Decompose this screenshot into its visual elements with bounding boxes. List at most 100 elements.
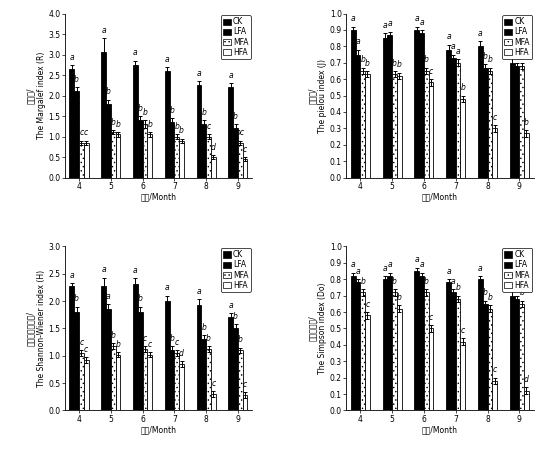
Bar xyxy=(510,63,515,178)
Text: a: a xyxy=(165,283,170,292)
Bar xyxy=(138,120,143,178)
Text: a: a xyxy=(388,19,392,28)
Text: b: b xyxy=(110,118,115,127)
Bar xyxy=(356,282,361,410)
Bar xyxy=(356,55,361,178)
Bar xyxy=(165,71,170,178)
Text: a: a xyxy=(383,21,388,30)
X-axis label: 月份/Month: 月份/Month xyxy=(422,425,458,434)
Text: b: b xyxy=(179,126,184,135)
Text: c: c xyxy=(211,379,216,388)
Text: a: a xyxy=(510,46,514,55)
Text: c: c xyxy=(79,338,84,347)
X-axis label: 月份/Month: 月份/Month xyxy=(141,425,176,434)
Bar xyxy=(238,350,243,410)
Text: c: c xyxy=(365,300,370,309)
Bar xyxy=(510,295,515,410)
Text: a: a xyxy=(451,42,455,51)
Text: a: a xyxy=(106,291,110,300)
Bar xyxy=(392,74,397,178)
Bar xyxy=(388,35,392,178)
Y-axis label: 实富多样性/
The Simpson index (Do): 实富多样性/ The Simpson index (Do) xyxy=(308,283,327,374)
Text: b: b xyxy=(170,106,175,115)
Bar xyxy=(383,38,388,178)
Text: c: c xyxy=(461,326,465,335)
Bar xyxy=(392,292,397,410)
Bar xyxy=(70,286,74,410)
Bar xyxy=(483,68,487,178)
Bar xyxy=(106,104,111,178)
Bar xyxy=(233,328,238,410)
Bar xyxy=(519,304,524,410)
Text: b: b xyxy=(360,277,365,286)
Text: c: c xyxy=(143,334,147,343)
Text: b: b xyxy=(138,294,143,303)
Bar xyxy=(206,137,211,178)
Bar xyxy=(233,129,238,178)
Bar xyxy=(446,282,451,410)
Text: b: b xyxy=(392,59,397,68)
Text: D: D xyxy=(520,250,530,262)
Text: b: b xyxy=(233,312,238,321)
Bar xyxy=(101,286,106,410)
Text: B: B xyxy=(520,17,530,30)
Bar xyxy=(460,341,465,410)
Text: c: c xyxy=(243,380,247,389)
Bar xyxy=(79,143,84,178)
Legend: CK, LFA, MFA, HFA: CK, LFA, MFA, HFA xyxy=(502,248,532,292)
Text: c: c xyxy=(175,338,179,347)
Bar xyxy=(429,328,433,410)
Bar xyxy=(446,50,451,178)
Text: a: a xyxy=(451,277,455,286)
Bar xyxy=(524,133,529,178)
Text: c: c xyxy=(206,122,211,131)
Bar xyxy=(229,318,233,410)
Bar xyxy=(361,71,365,178)
Bar xyxy=(478,279,483,410)
Bar xyxy=(455,63,460,178)
Text: b: b xyxy=(170,334,175,343)
Bar xyxy=(84,143,88,178)
Text: a: a xyxy=(101,265,106,274)
Text: b: b xyxy=(74,294,79,303)
Bar xyxy=(143,349,147,410)
Bar xyxy=(414,30,419,178)
Legend: CK, LFA, MFA, HFA: CK, LFA, MFA, HFA xyxy=(220,248,251,292)
Bar xyxy=(115,354,120,410)
Bar xyxy=(487,309,492,410)
Y-axis label: 香农威尔多样性/
The Shannon-Wiener index (H): 香农威尔多样性/ The Shannon-Wiener index (H) xyxy=(26,270,46,387)
Bar xyxy=(424,71,429,178)
Bar xyxy=(229,87,233,178)
Text: b: b xyxy=(147,120,152,129)
Text: c: c xyxy=(493,113,497,122)
Text: a: a xyxy=(197,287,201,296)
Text: a: a xyxy=(446,267,451,276)
Bar xyxy=(519,66,524,178)
Text: b: b xyxy=(142,108,147,117)
Bar xyxy=(106,309,111,410)
Text: c: c xyxy=(79,129,84,138)
Text: a: a xyxy=(70,52,74,61)
Bar xyxy=(133,284,138,410)
Bar xyxy=(202,124,206,178)
Bar xyxy=(211,157,216,178)
Bar xyxy=(419,33,424,178)
Bar xyxy=(483,304,487,410)
Bar xyxy=(70,69,74,178)
X-axis label: 月份/Month: 月份/Month xyxy=(141,192,176,201)
Y-axis label: 均匀度/
The pielou index (J): 均匀度/ The pielou index (J) xyxy=(308,59,327,133)
Text: a: a xyxy=(229,71,233,80)
Text: b: b xyxy=(487,55,492,64)
Text: b: b xyxy=(238,335,243,344)
Text: c: c xyxy=(429,67,433,76)
Text: a: a xyxy=(478,264,482,273)
Bar xyxy=(165,301,170,410)
Text: b: b xyxy=(455,283,460,292)
Bar xyxy=(351,30,356,178)
Bar xyxy=(197,305,202,410)
Bar xyxy=(111,133,115,178)
Text: a: a xyxy=(446,32,451,41)
Bar xyxy=(138,312,143,410)
Bar xyxy=(492,381,497,410)
Bar xyxy=(197,85,202,178)
